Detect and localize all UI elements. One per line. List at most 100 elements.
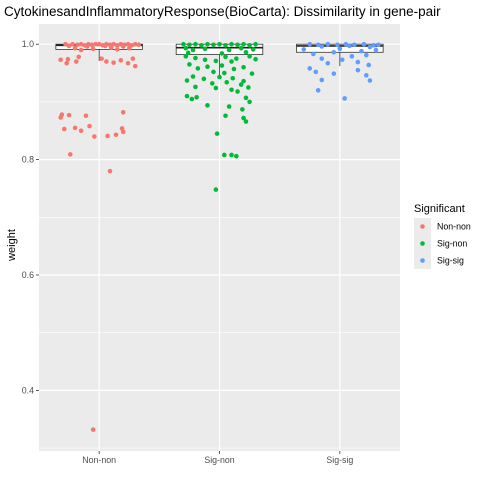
data-point — [104, 59, 109, 64]
data-point — [214, 131, 220, 136]
data-point — [193, 84, 198, 90]
data-point — [181, 41, 186, 47]
data-point — [187, 62, 192, 67]
data-point — [253, 56, 258, 62]
data-point — [78, 47, 84, 53]
data-point — [183, 54, 189, 59]
data-point — [90, 46, 96, 52]
data-point — [201, 76, 207, 82]
data-point — [247, 54, 252, 59]
data-point — [190, 47, 196, 53]
data-point — [213, 85, 219, 91]
data-point — [205, 64, 210, 69]
data-point — [217, 74, 222, 80]
data-point — [241, 64, 246, 70]
data-point — [209, 81, 215, 86]
data-point — [335, 42, 340, 48]
data-point — [195, 66, 201, 71]
data-point — [78, 41, 84, 47]
data-point — [307, 41, 313, 47]
data-point — [194, 94, 199, 100]
data-point — [243, 95, 249, 101]
data-point — [125, 60, 131, 66]
legend-marker — [420, 224, 425, 229]
data-point — [238, 82, 244, 87]
legend-marker — [420, 258, 425, 263]
data-point — [78, 128, 84, 134]
data-point — [247, 99, 252, 105]
data-point — [213, 58, 219, 64]
data-point — [202, 57, 208, 63]
data-point — [376, 42, 381, 48]
data-point — [184, 93, 190, 99]
data-point — [247, 43, 252, 48]
data-point — [119, 126, 125, 131]
data-point — [337, 46, 343, 52]
data-point — [234, 153, 239, 159]
data-point — [102, 43, 108, 49]
data-point — [325, 41, 331, 47]
data-points — [58, 41, 381, 432]
data-point — [92, 134, 97, 139]
data-point — [230, 75, 236, 81]
data-point — [331, 71, 337, 76]
data-point — [64, 60, 69, 66]
data-point — [219, 63, 225, 68]
data-point — [226, 104, 232, 109]
data-point — [217, 41, 222, 47]
y-tick-label: 0.6 — [22, 270, 34, 280]
data-point — [83, 113, 89, 119]
data-point — [114, 43, 120, 48]
data-point — [319, 56, 325, 61]
data-point — [187, 42, 192, 48]
data-point — [315, 42, 321, 48]
data-point — [319, 77, 325, 83]
data-point — [202, 46, 208, 52]
data-point — [364, 52, 369, 58]
data-point — [107, 168, 113, 174]
y-tick-label: 0.4 — [22, 385, 34, 395]
data-point — [234, 56, 239, 61]
data-point — [223, 54, 228, 60]
data-point — [67, 152, 73, 157]
data-point — [223, 43, 228, 48]
data-point — [184, 78, 190, 83]
data-point — [219, 51, 225, 56]
data-point — [240, 107, 245, 112]
data-point — [229, 87, 234, 93]
data-point — [371, 43, 376, 48]
data-point — [213, 187, 219, 192]
data-point — [349, 54, 355, 59]
data-point — [238, 45, 244, 51]
data-point — [229, 59, 234, 64]
data-point — [111, 41, 116, 47]
data-point — [229, 41, 234, 47]
data-point — [246, 85, 251, 90]
data-point — [90, 427, 96, 432]
data-point — [113, 132, 119, 138]
chart-title: CytokinesandInflammatoryResponse(BioCart… — [4, 4, 441, 19]
data-point — [93, 41, 98, 47]
data-point — [126, 45, 132, 51]
data-point — [74, 59, 79, 64]
data-point — [361, 41, 367, 47]
data-point — [319, 44, 325, 49]
data-point — [87, 123, 92, 129]
data-point — [120, 109, 126, 115]
data-point — [76, 54, 82, 60]
legend-entry: Non-non — [437, 222, 471, 232]
data-point — [243, 119, 249, 124]
data-point — [66, 43, 72, 49]
data-point — [307, 66, 313, 71]
data-point — [367, 78, 373, 83]
data-point — [211, 69, 216, 75]
data-point — [199, 43, 204, 48]
data-point — [347, 43, 352, 49]
data-point — [72, 45, 78, 51]
data-point — [183, 45, 189, 51]
data-point — [243, 49, 249, 55]
data-point — [193, 55, 198, 61]
data-point — [211, 42, 216, 48]
legend-title: Significant — [414, 203, 465, 215]
